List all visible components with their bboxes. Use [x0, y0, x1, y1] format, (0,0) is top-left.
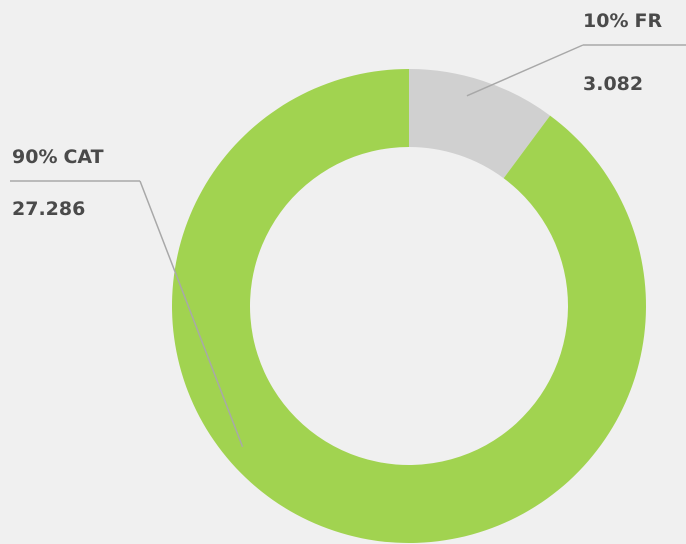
leader-line: [466, 44, 686, 97]
leader-line: [10, 180, 244, 448]
value-label: 27.286: [12, 198, 85, 220]
segment-label: 10% FR: [583, 10, 662, 32]
percent-label: 90%: [12, 146, 57, 168]
donut-segment: [409, 69, 551, 179]
segment-label: 90% CAT: [12, 146, 104, 168]
category-label: FR: [634, 10, 662, 32]
donut-segment: [171, 69, 646, 543]
category-label: CAT: [63, 146, 103, 168]
value-label: 3.082: [583, 73, 643, 95]
percent-label: 10%: [583, 10, 628, 32]
